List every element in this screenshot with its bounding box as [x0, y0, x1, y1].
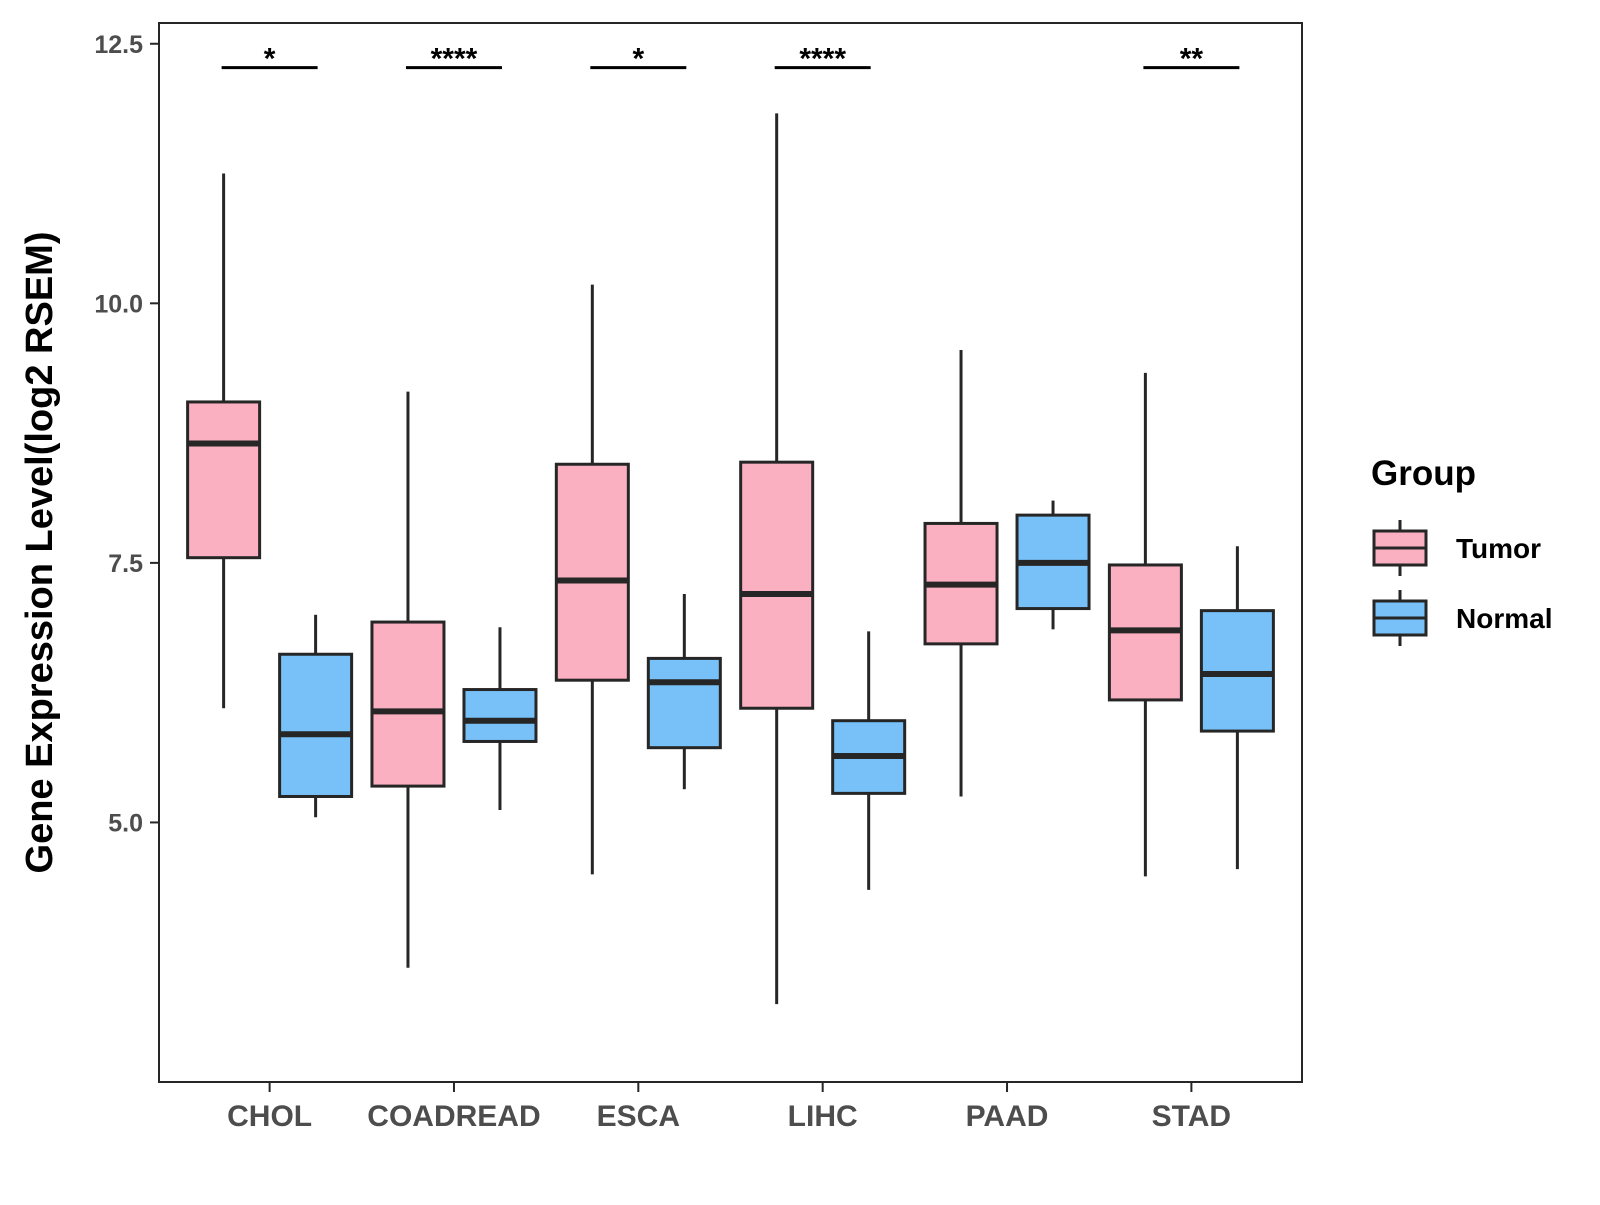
box-normal-esca	[646, 594, 722, 790]
significance-label: *	[632, 43, 644, 76]
iqr-box	[739, 460, 815, 710]
y-tick-label: 7.5	[108, 550, 143, 578]
x-tick-label: CHOL	[227, 1100, 312, 1133]
iqr-box	[278, 652, 354, 798]
iqr-box	[554, 462, 630, 682]
legend-label: Normal	[1456, 603, 1552, 634]
box-tumor-esca	[554, 284, 630, 875]
y-tick-label: 12.5	[94, 31, 143, 59]
x-tick-label: ESCA	[597, 1100, 680, 1133]
box-tumor-coadread	[370, 391, 446, 968]
box-tumor-lihc	[739, 113, 815, 1005]
box-normal-lihc	[831, 631, 907, 890]
y-tick-label: 5.0	[108, 809, 143, 837]
box-tumor-stad	[1107, 372, 1183, 877]
legend-key-normal	[1372, 590, 1428, 646]
significance-label: ****	[431, 43, 478, 76]
box-normal-stad	[1199, 546, 1275, 870]
box-tumor-chol	[186, 173, 262, 709]
significance-label: *	[264, 43, 276, 76]
x-tick-label: LIHC	[788, 1100, 858, 1133]
iqr-box	[186, 400, 262, 560]
legend-key-tumor	[1372, 520, 1428, 576]
box-tumor-paad	[923, 350, 999, 797]
box-normal-chol	[278, 614, 354, 818]
legend-label: Tumor	[1456, 533, 1541, 564]
legend: Group Tumor Normal	[1371, 454, 1552, 646]
iqr-box	[462, 688, 538, 743]
x-tick-label: STAD	[1152, 1100, 1231, 1133]
y-tick-label: 10.0	[94, 290, 143, 318]
iqr-box	[370, 620, 446, 788]
legend-title: Group	[1371, 454, 1476, 493]
y-axis-title: Gene Expression Level(log2 RSEM)	[19, 232, 61, 874]
x-tick-label: COADREAD	[367, 1100, 540, 1133]
iqr-box	[1199, 609, 1275, 733]
box-normal-coadread	[462, 627, 538, 810]
significance-label: **	[1180, 43, 1204, 76]
plot-panel-border	[158, 22, 1303, 1083]
x-tick-label: PAAD	[966, 1100, 1049, 1133]
significance-label: ****	[799, 43, 846, 76]
plot-area: 5.0 7.5 10.0 12.5 CHOL COADREAD ESCA LIHC PAAD ST…	[19, 22, 1303, 1133]
iqr-box	[646, 656, 722, 750]
box-normal-paad	[1015, 500, 1091, 630]
